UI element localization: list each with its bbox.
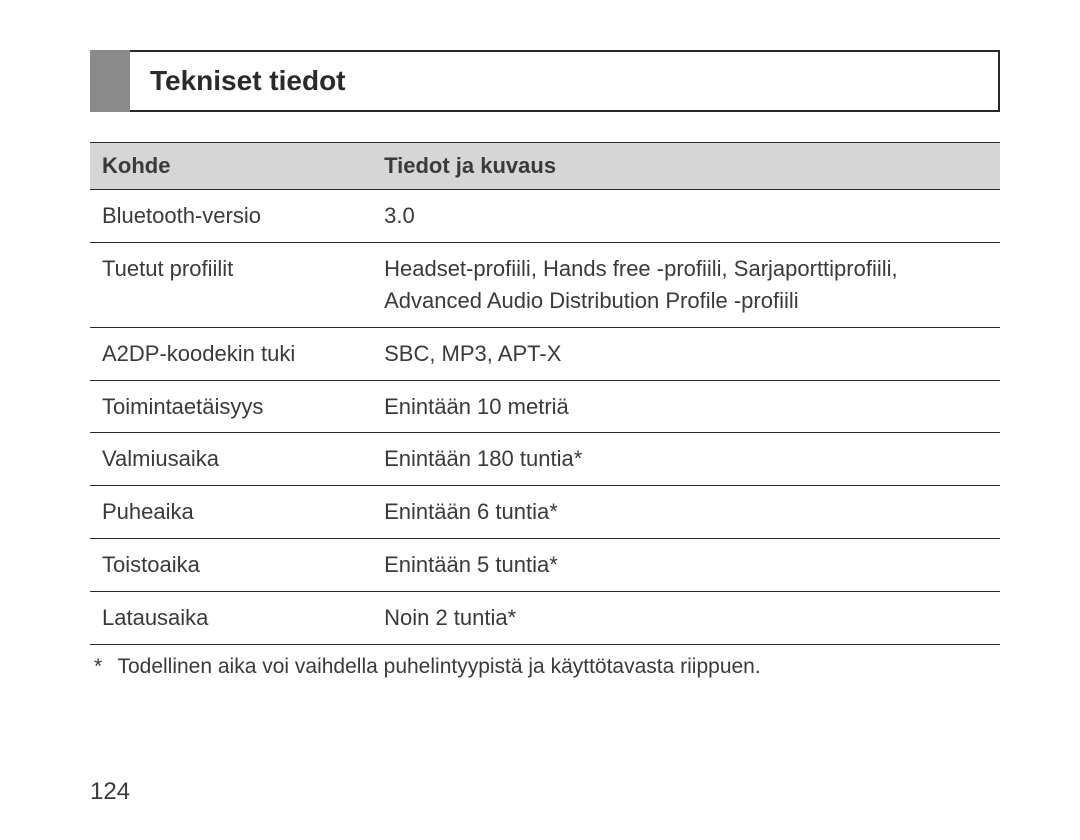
table-row: A2DP-koodekin tuki SBC, MP3, APT-X [90,327,1000,380]
table-header-row: Kohde Tiedot ja kuvaus [90,143,1000,190]
table-row: Tuetut profiilit Headset-profiili, Hands… [90,242,1000,327]
header-value: Tiedot ja kuvaus [372,143,1000,190]
table-row: Toistoaika Enintään 5 tuntia* [90,539,1000,592]
table-row: Latausaika Noin 2 tuntia* [90,592,1000,645]
cell-value: Enintään 180 tuntia* [372,433,1000,486]
footnote-text: Todellinen aika voi vaihdella puhelintyy… [117,655,760,678]
cell-key: A2DP-koodekin tuki [90,327,372,380]
table-row: Bluetooth-versio 3.0 [90,190,1000,243]
cell-value: Enintään 10 metriä [372,380,1000,433]
cell-value: Enintään 5 tuntia* [372,539,1000,592]
cell-value: SBC, MP3, APT-X [372,327,1000,380]
title-bar: Tekniset tiedot [90,50,1000,112]
page-number: 124 [90,778,130,806]
title-accent-box [90,50,130,112]
cell-key: Puheaika [90,486,372,539]
footnote: * Todellinen aika voi vaihdella puhelint… [90,655,1000,679]
cell-key: Latausaika [90,592,372,645]
specifications-table: Kohde Tiedot ja kuvaus Bluetooth-versio … [90,142,1000,645]
cell-value: Noin 2 tuntia* [372,592,1000,645]
cell-key: Bluetooth-versio [90,190,372,243]
cell-value: Enintään 6 tuntia* [372,486,1000,539]
cell-key: Toistoaika [90,539,372,592]
document-page: Tekniset tiedot Kohde Tiedot ja kuvaus B… [0,0,1080,840]
page-title: Tekniset tiedot [150,65,346,97]
cell-key: Tuetut profiilit [90,242,372,327]
header-key: Kohde [90,143,372,190]
table-row: Toimintaetäisyys Enintään 10 metriä [90,380,1000,433]
cell-value: 3.0 [372,190,1000,243]
table-row: Valmiusaika Enintään 180 tuntia* [90,433,1000,486]
cell-value: Headset-profiili, Hands free -profiili, … [372,242,1000,327]
cell-key: Valmiusaika [90,433,372,486]
cell-key: Toimintaetäisyys [90,380,372,433]
table-row: Puheaika Enintään 6 tuntia* [90,486,1000,539]
footnote-marker: * [94,655,112,679]
